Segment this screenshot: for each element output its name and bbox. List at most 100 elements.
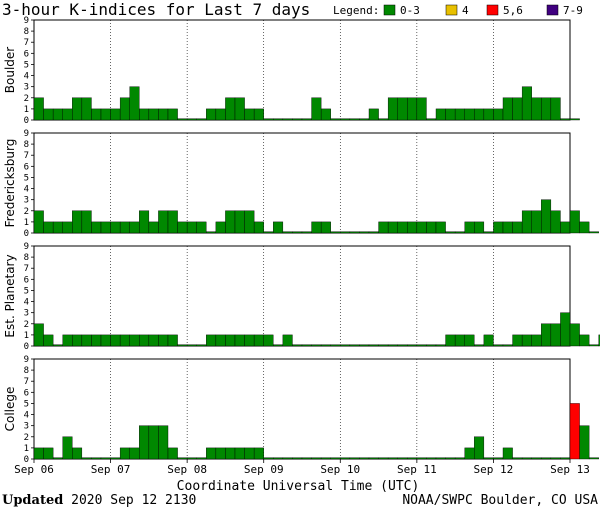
legend-swatch-2 [486,4,499,16]
y-tick-label: 8 [24,366,29,376]
kp-bar [407,221,418,234]
kp-bar [340,231,351,234]
kp-bar [359,457,370,460]
y-tick-label: 2 [24,94,29,104]
kp-bar [378,118,389,121]
kp-bar [177,457,188,460]
y-tick-label: 2 [24,207,29,217]
kp-bar [493,221,504,234]
kp-bar [588,231,599,234]
kp-bar [100,221,111,234]
kp-bar [359,344,370,347]
kp-bar [167,108,178,121]
y-tick-label: 9 [24,129,29,139]
kp-bar [110,334,121,347]
kp-bar [301,344,312,347]
kp-bar [62,436,73,460]
kp-bar [588,457,599,460]
kp-bar [579,221,590,234]
kp-bar [167,447,178,460]
kp-bar [493,108,504,121]
kp-bar [426,344,437,347]
kp-bar [167,334,178,347]
kp-bar [464,108,475,121]
kp-bar [387,221,398,234]
kp-bar [311,344,322,347]
kp-bar [33,210,44,234]
kp-bar [349,231,360,234]
kp-bar [569,403,580,460]
y-tick-label: 4 [24,298,29,308]
kp-bar [407,457,418,460]
kp-bar [483,334,494,347]
kp-bar [464,221,475,234]
kp-bar [349,118,360,121]
y-tick-label: 8 [24,253,29,263]
panel-label: Est. Planetary [3,254,17,337]
kp-bar [52,344,63,347]
kp-bar [139,425,150,460]
legend-entry-1: 4 [462,4,469,17]
kp-bar [579,425,590,460]
panel-label: College [3,387,17,432]
legend-entry-3: 7-9 [563,4,583,17]
x-tick-label: Sep 06 [14,463,54,476]
kp-bar [435,221,446,234]
kp-bar [541,97,552,121]
kp-bar [397,344,408,347]
kp-bar [158,425,169,460]
kp-bar [445,334,456,347]
kp-bar [119,334,130,347]
kp-bar [273,221,284,234]
source-credit: NOAA/SWPC Boulder, CO USA [402,493,598,508]
kp-bar [206,447,217,460]
y-tick-label: 6 [24,275,29,285]
y-tick-label: 9 [24,16,29,26]
kp-bar [177,221,188,234]
kp-bar [234,210,245,234]
kp-bar [225,210,236,234]
kp-bar [139,334,150,347]
kp-bar [301,457,312,460]
chart-title: 3-hour K-indices for Last 7 days [2,0,310,19]
kp-bar [502,344,513,347]
x-tick-label: Sep 10 [320,463,360,476]
kp-bar [91,334,102,347]
y-tick-label: 9 [24,242,29,252]
kp-bar [158,334,169,347]
y-tick-label: 9 [24,355,29,365]
panel-label: Fredericksburg [3,139,17,228]
y-tick-label: 4 [24,72,29,82]
x-tick-label: Sep 12 [474,463,514,476]
kp-bar [483,231,494,234]
kp-bar [282,334,293,347]
kp-bar [110,108,121,121]
kp-bar [445,108,456,121]
y-tick-label: 5 [24,173,29,183]
kp-bar [62,334,73,347]
kp-bar [119,447,130,460]
kp-bar [177,344,188,347]
kp-bar [43,447,54,460]
kp-bar [445,457,456,460]
y-tick-label: 0 [24,116,29,126]
kp-bar [349,457,360,460]
y-tick-label: 1 [24,105,29,115]
updated-label: Updated [2,493,63,508]
kp-bar [550,210,561,234]
kp-bar [234,447,245,460]
kp-bar [282,457,293,460]
y-tick-label: 1 [24,331,29,341]
kp-bar [110,457,121,460]
kp-bar [320,344,331,347]
kp-bar [426,118,437,121]
kp-bar [378,221,389,234]
y-tick-label: 4 [24,185,29,195]
kp-bar [330,118,341,121]
kp-bar [158,210,169,234]
y-tick-label: 6 [24,49,29,59]
kp-bar [263,334,274,347]
x-tick-label: Sep 07 [91,463,131,476]
